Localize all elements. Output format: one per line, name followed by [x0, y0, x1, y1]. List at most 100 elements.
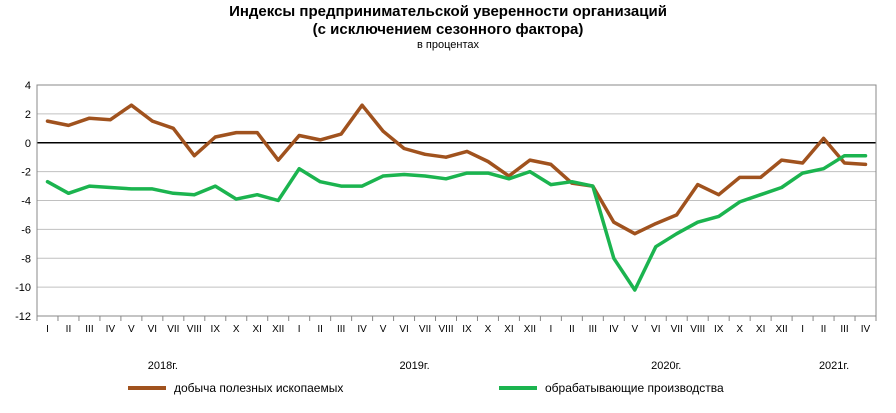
y-tick-label: -4 — [21, 196, 31, 208]
y-tick-label: 4 — [25, 80, 31, 92]
x-tick-label: VI — [148, 324, 157, 335]
data-point — [465, 171, 469, 175]
y-tick-label: 2 — [25, 109, 31, 121]
data-point — [738, 200, 742, 204]
data-point — [360, 184, 364, 188]
x-tick-label: X — [485, 324, 492, 335]
x-tick-label: III — [589, 324, 597, 335]
x-tick-label: IV — [357, 324, 367, 335]
x-tick-label: III — [840, 324, 848, 335]
x-tick-label: II — [821, 324, 827, 335]
chart-unit-label: в процентах — [417, 39, 479, 51]
data-point — [171, 126, 175, 130]
x-tick-label: IV — [861, 324, 871, 335]
x-tick-label: V — [380, 324, 387, 335]
y-tick-label: 0 — [25, 138, 31, 150]
chart-subtitle: (с исключением сезонного фактора) — [312, 21, 584, 38]
data-point — [213, 184, 217, 188]
x-tick-label: II — [66, 324, 72, 335]
data-point — [423, 174, 427, 178]
x-tick-label: V — [631, 324, 638, 335]
x-tick-label: V — [128, 324, 135, 335]
data-point — [108, 118, 112, 122]
x-tick-label: III — [337, 324, 345, 335]
data-point — [360, 103, 364, 107]
data-point — [150, 187, 154, 191]
x-tick-label: I — [46, 324, 49, 335]
x-tick-label: X — [736, 324, 743, 335]
x-tick-label: XI — [504, 324, 513, 335]
data-point — [213, 135, 217, 139]
data-point — [45, 180, 49, 184]
data-point — [759, 175, 763, 179]
data-point — [549, 183, 553, 187]
legend-label: обрабатывающие производства — [545, 381, 724, 395]
data-point — [864, 154, 868, 158]
data-point — [822, 167, 826, 171]
data-point — [801, 161, 805, 165]
data-point — [444, 177, 448, 181]
data-point — [381, 129, 385, 133]
year-label: 2018г. — [148, 360, 178, 372]
x-tick-label: VIII — [187, 324, 202, 335]
data-point — [66, 123, 70, 127]
x-tick-label: I — [801, 324, 804, 335]
data-point — [297, 134, 301, 138]
y-tick-label: -2 — [21, 167, 31, 179]
data-point — [696, 183, 700, 187]
data-point — [717, 193, 721, 197]
x-tick-label: X — [233, 324, 240, 335]
x-tick-label: VII — [671, 324, 683, 335]
data-point — [402, 173, 406, 177]
data-point — [675, 213, 679, 217]
data-point — [696, 220, 700, 224]
x-tick-label: I — [549, 324, 552, 335]
data-point — [612, 256, 616, 260]
data-point — [66, 191, 70, 195]
data-point — [192, 193, 196, 197]
x-tick-label: III — [85, 324, 93, 335]
data-point — [318, 180, 322, 184]
x-tick-label: XII — [272, 324, 284, 335]
data-point — [486, 171, 490, 175]
x-tick-label: IX — [714, 324, 724, 335]
data-point — [486, 160, 490, 164]
data-point — [381, 174, 385, 178]
x-tick-label: IX — [462, 324, 472, 335]
data-point — [87, 116, 91, 120]
x-tick-label: IV — [106, 324, 116, 335]
y-tick-label: -6 — [21, 224, 31, 236]
data-point — [129, 187, 133, 191]
data-point — [507, 177, 511, 181]
data-point — [780, 158, 784, 162]
data-point — [822, 136, 826, 140]
x-tick-label: VI — [651, 324, 660, 335]
data-point — [738, 175, 742, 179]
year-label: 2020г. — [651, 360, 681, 372]
y-tick-label: -10 — [15, 282, 31, 294]
data-point — [276, 158, 280, 162]
x-tick-label: VI — [399, 324, 408, 335]
data-point — [801, 171, 805, 175]
x-tick-label: VII — [419, 324, 431, 335]
data-point — [633, 288, 637, 292]
data-point — [864, 162, 868, 166]
data-point — [570, 180, 574, 184]
data-point — [339, 184, 343, 188]
x-tick-label: XI — [253, 324, 262, 335]
x-tick-label: IV — [609, 324, 619, 335]
x-tick-label: I — [298, 324, 301, 335]
data-point — [297, 167, 301, 171]
x-tick-label: VII — [167, 324, 179, 335]
x-tick-label: XII — [524, 324, 536, 335]
data-point — [318, 138, 322, 142]
data-point — [591, 184, 595, 188]
data-point — [45, 119, 49, 123]
data-point — [528, 158, 532, 162]
series-line-1 — [45, 103, 868, 236]
chart-title: Индексы предпринимательской уверенности … — [229, 3, 667, 20]
x-tick-label: VIII — [690, 324, 705, 335]
x-tick-label: II — [317, 324, 323, 335]
series-line-2 — [45, 153, 868, 292]
